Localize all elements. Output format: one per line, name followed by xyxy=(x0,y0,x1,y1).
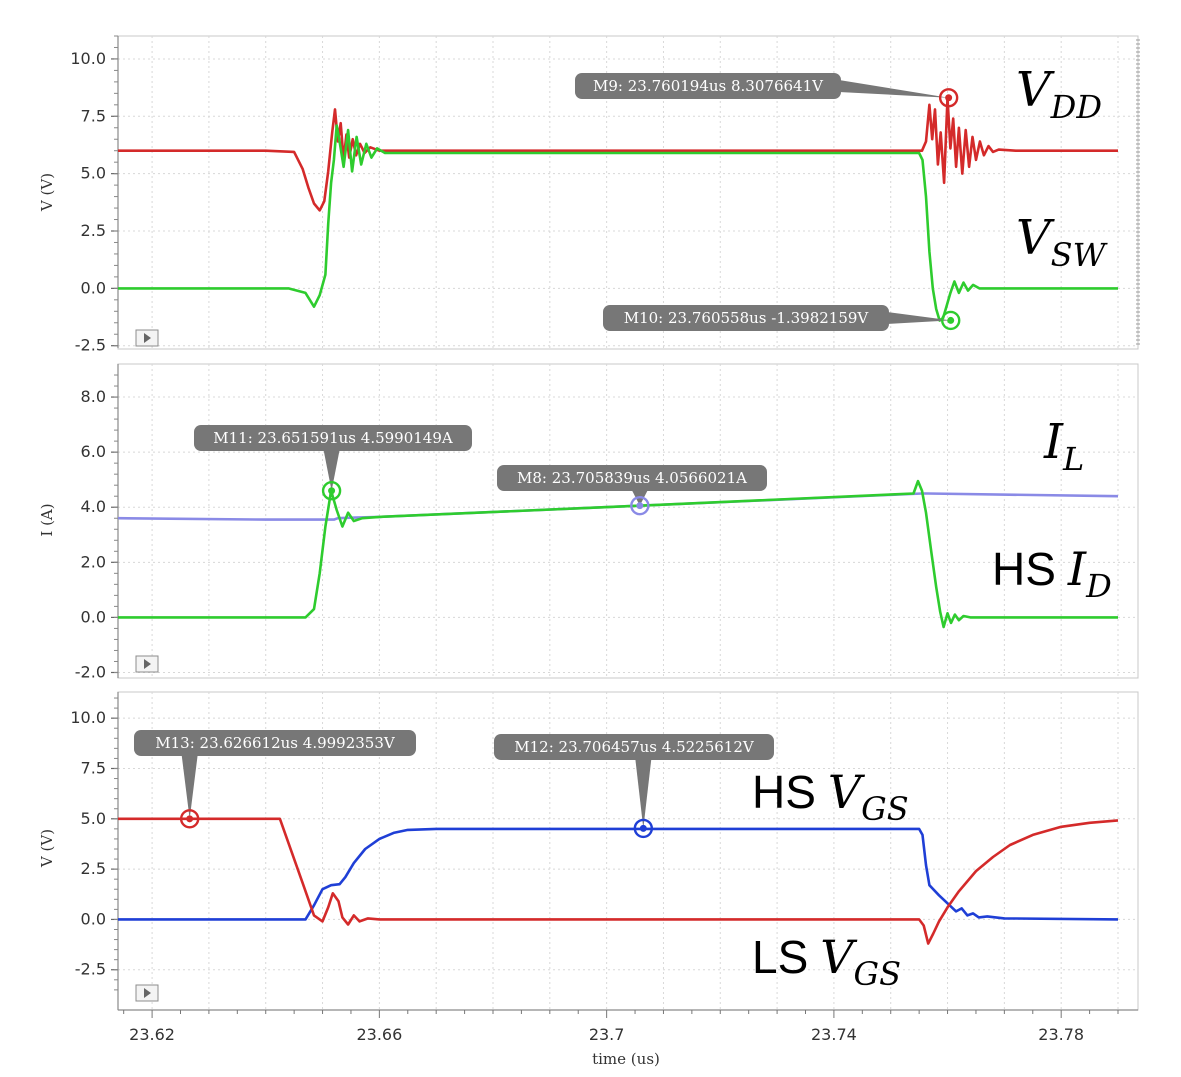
marker-ring xyxy=(179,809,200,829)
marker-label: M13: 23.626612us 4.9992353V xyxy=(155,734,396,752)
marker-callout-box xyxy=(134,730,416,756)
marker-m10[interactable]: M10: 23.760558us -1.3982159V xyxy=(603,305,961,331)
right-edge-ruler xyxy=(1136,39,1140,345)
y-tick-label: -2.5 xyxy=(75,960,106,979)
marker-m12[interactable]: M12: 23.706457us 4.5225612V xyxy=(494,734,774,839)
signal-label-hs-id: HS ID xyxy=(992,542,1112,605)
play-triangle-icon xyxy=(144,333,151,343)
il-label-main: I xyxy=(1043,414,1064,470)
x-tick-label: 23.66 xyxy=(356,1025,402,1044)
hs-vgs-label-prefix: HS xyxy=(752,766,816,818)
marker-pointer xyxy=(887,312,951,324)
marker-m13[interactable]: M13: 23.626612us 4.9992353V xyxy=(134,730,416,829)
play-triangle-icon xyxy=(144,659,151,669)
marker-pointer xyxy=(635,759,652,829)
marker-callout-box xyxy=(494,734,774,760)
marker-pointer xyxy=(323,450,340,491)
y-tick-label: 2.5 xyxy=(81,221,106,240)
marker-ring xyxy=(941,310,961,331)
hs-id-label-sub: D xyxy=(1085,567,1112,605)
marker-ring xyxy=(633,818,654,839)
marker-ring xyxy=(630,495,650,516)
y-tick-label: -2.5 xyxy=(75,336,106,355)
series-vdd xyxy=(118,96,1118,212)
marker-pointer xyxy=(181,755,198,819)
y-tick-label: 6.0 xyxy=(81,442,106,461)
marker-dot xyxy=(186,815,194,823)
vsw-label-main: V xyxy=(1016,210,1055,266)
vdd-label-main: V xyxy=(1016,62,1055,118)
marker-ring xyxy=(321,481,342,501)
hs-vgs-label-main: V xyxy=(828,765,866,819)
y-axis-title: V (V) xyxy=(38,829,56,868)
series-ls-vgs xyxy=(118,817,1119,945)
play-button[interactable] xyxy=(135,329,159,347)
marker-callout-box xyxy=(575,73,841,99)
marker-dot xyxy=(639,824,647,832)
y-tick-label: 5.0 xyxy=(81,809,106,828)
marker-label: M9: 23.760194us 8.3076641V xyxy=(593,77,824,95)
signal-label-hs-vgs: HS VGS xyxy=(752,765,909,828)
y-axis-title: I (A) xyxy=(38,503,56,536)
marker-label: M8: 23.705839us 4.0566021A xyxy=(517,469,747,487)
y-tick-label: 0.0 xyxy=(81,607,106,626)
play-triangle-icon xyxy=(144,988,151,998)
signal-label-vsw: VSW xyxy=(1016,210,1109,274)
marker-label: M10: 23.760558us -1.3982159V xyxy=(624,309,870,327)
marker-dot xyxy=(328,487,336,495)
signal-label-vdd: VDD xyxy=(1016,62,1102,126)
y-tick-label: 10.0 xyxy=(70,708,106,727)
panel-current: 8.0 6.0 4.0 2.0 0.0 -2.0 I (A) M11: 23.651591… xyxy=(38,363,1139,681)
signal-label-ls-vgs: LS VGS xyxy=(752,930,901,993)
marker-dot xyxy=(945,94,953,102)
y-tick-label: 10.0 xyxy=(70,49,106,68)
hs-id-label-prefix: HS xyxy=(992,543,1056,595)
marker-dot xyxy=(636,502,644,510)
marker-label: M12: 23.706457us 4.5225612V xyxy=(514,738,755,756)
ls-vgs-label-sub: GS xyxy=(854,955,901,993)
x-tick-label: 23.74 xyxy=(811,1025,857,1044)
marker-pointer xyxy=(839,80,949,98)
ls-vgs-label-main: V xyxy=(820,930,858,984)
ls-vgs-label-prefix: LS xyxy=(752,931,808,983)
hs-id-label-main: I xyxy=(1067,542,1087,596)
play-button[interactable] xyxy=(135,655,159,673)
marker-dot xyxy=(947,316,955,324)
il-label-sub: L xyxy=(1062,440,1084,478)
y-axis-title: V (V) xyxy=(38,173,56,212)
marker-callout-box xyxy=(603,305,889,331)
y-tick-label: 7.5 xyxy=(81,758,106,777)
y-tick-label: 4.0 xyxy=(81,497,106,516)
signal-label-il: IL xyxy=(1043,414,1084,478)
panel-gate-voltages: 10.0 7.5 5.0 2.5 0.0 -2.5 23.62 23.66 23.7 23.74… xyxy=(38,691,1139,1068)
y-tick-label: 0.0 xyxy=(81,909,106,928)
marker-callout-box xyxy=(194,425,472,451)
y-tick-label: 0.0 xyxy=(81,278,106,297)
y-tick-label: 7.5 xyxy=(81,106,106,125)
marker-m9[interactable]: M9: 23.760194us 8.3076641V xyxy=(575,73,959,108)
marker-label: M11: 23.651591us 4.5990149A xyxy=(213,429,453,447)
vdd-label-sub: DD xyxy=(1050,88,1102,126)
series-hs-vgs xyxy=(118,827,1119,921)
marker-callout-box xyxy=(497,465,767,491)
y-tick-label: 5.0 xyxy=(81,164,106,183)
play-button[interactable] xyxy=(135,984,159,1002)
vsw-label-sub: SW xyxy=(1051,236,1109,274)
marker-m11[interactable]: M11: 23.651591us 4.5990149A xyxy=(194,425,472,501)
hs-vgs-label-sub: GS xyxy=(861,790,908,828)
y-tick-label: 2.5 xyxy=(81,859,106,878)
x-tick-label: 23.62 xyxy=(129,1025,175,1044)
y-tick-label: 8.0 xyxy=(81,387,106,406)
marker-ring xyxy=(938,88,959,108)
x-tick-label: 23.78 xyxy=(1038,1025,1084,1044)
y-tick-label: 2.0 xyxy=(81,552,106,571)
y-tick-label: -2.0 xyxy=(75,662,106,681)
series-hs-id xyxy=(118,479,1118,629)
marker-m8[interactable]: M8: 23.705839us 4.0566021A xyxy=(497,465,767,516)
panel-vdd-vsw: 10.0 7.5 5.0 2.5 0.0 -2.5 V (V) M9: 23.760194… xyxy=(38,35,1140,355)
x-axis-title: time (us) xyxy=(592,1050,660,1068)
x-tick-label: 23.7 xyxy=(589,1025,625,1044)
series-vsw xyxy=(118,124,1118,322)
